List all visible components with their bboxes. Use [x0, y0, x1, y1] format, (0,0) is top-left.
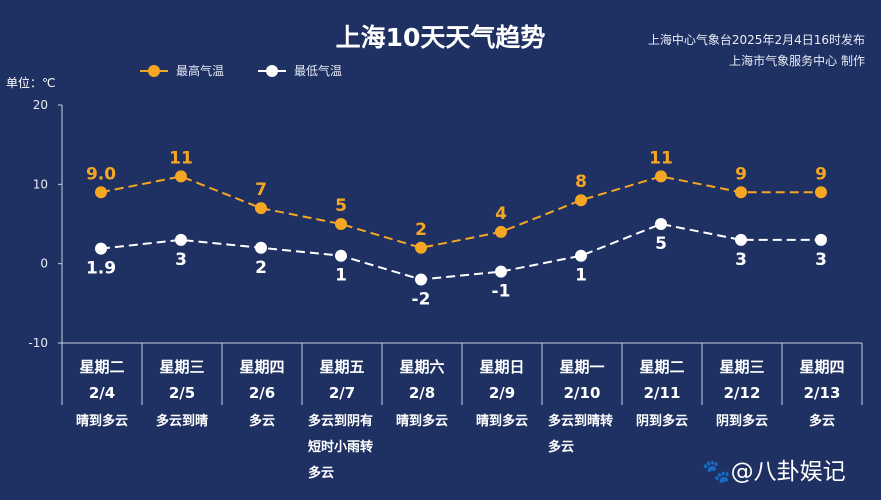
data-point — [815, 233, 827, 246]
date-label: 2/4 — [89, 384, 115, 402]
data-point — [255, 241, 267, 254]
weather-label: 多云 — [548, 439, 574, 455]
series-line-0 — [100, 175, 821, 249]
data-label: -1 — [492, 282, 511, 302]
data-label: 7 — [255, 180, 267, 200]
weekday-label: 星期二 — [639, 358, 684, 376]
chart-title: 上海10天天气趋势 — [335, 23, 546, 52]
weather-label: 多云到晴转 — [548, 413, 613, 429]
data-point — [575, 249, 587, 262]
data-label: 1 — [575, 266, 587, 286]
data-point — [575, 194, 587, 207]
baidu-paw-icon: 🐾 — [702, 459, 731, 485]
weekday-label: 星期六 — [399, 358, 444, 376]
date-label: 2/9 — [489, 384, 515, 402]
weather-label: 多云 — [249, 413, 275, 429]
data-label: 9 — [815, 164, 827, 184]
data-point — [335, 249, 347, 262]
data-point — [735, 233, 747, 246]
weather-label: 多云 — [809, 413, 835, 429]
data-point — [495, 265, 507, 278]
weather-label: 多云 — [308, 465, 334, 481]
date-label: 2/13 — [804, 384, 841, 402]
weekday-label: 星期日 — [479, 358, 524, 376]
weekday-label: 星期四 — [239, 358, 284, 376]
weather-label: 多云到阴有 — [308, 413, 373, 429]
watermark-text: @八卦娱记 — [730, 459, 846, 485]
data-point — [495, 225, 507, 238]
data-point — [415, 273, 427, 286]
source-note: 上海中心气象台2025年2月4日16时发布 上海市气象服务中心 制作 — [648, 30, 865, 72]
data-label: 1.9 — [86, 259, 116, 279]
data-label: 9 — [735, 164, 747, 184]
weather-label: 阴到多云 — [636, 413, 688, 429]
data-label: 2 — [415, 220, 427, 240]
legend-label: 最高气温 — [176, 63, 224, 78]
data-point — [335, 218, 347, 230]
data-point — [95, 186, 107, 199]
y-tick-label: 20 — [33, 98, 48, 112]
weather-label: 短时小雨转 — [308, 439, 373, 455]
weekday-label: 星期三 — [719, 358, 764, 376]
watermark: 🐾@八卦娱记 — [702, 452, 846, 486]
data-label: 8 — [575, 172, 587, 192]
data-point — [95, 242, 107, 255]
data-label: 3 — [175, 250, 187, 270]
date-label: 2/7 — [329, 384, 355, 402]
data-label: 5 — [335, 196, 347, 216]
weather-label: 晴到多云 — [76, 413, 128, 429]
source-line: 上海中心气象台2025年2月4日16时发布 — [647, 33, 865, 47]
data-point — [175, 170, 187, 183]
data-point — [735, 186, 747, 199]
data-label: -2 — [412, 290, 431, 310]
weekday-label: 星期五 — [319, 358, 364, 376]
data-label: 1 — [335, 266, 347, 286]
weather-label: 晴到多云 — [476, 413, 528, 429]
data-point — [255, 202, 267, 215]
data-label: 11 — [169, 148, 193, 168]
weather-label: 多云到晴 — [156, 413, 208, 429]
legend-label: 最低气温 — [294, 63, 342, 78]
data-label: 9.0 — [86, 164, 116, 184]
y-tick-label: -10 — [28, 336, 48, 350]
weather-label: 阴到多云 — [716, 413, 768, 429]
legend-marker — [148, 65, 160, 77]
data-label: 3 — [815, 250, 827, 270]
data-label: 5 — [655, 234, 667, 254]
data-label: 4 — [495, 204, 507, 224]
legend-marker — [266, 65, 278, 77]
y-tick-label: 0 — [40, 257, 48, 271]
data-label: 3 — [735, 250, 747, 270]
series-line-1 — [100, 222, 821, 281]
date-label: 2/8 — [409, 384, 435, 402]
date-label: 2/12 — [724, 384, 761, 402]
data-point — [815, 186, 827, 199]
y-axis-label: 单位：℃ — [6, 76, 56, 90]
date-label: 2/10 — [564, 384, 601, 402]
date-label: 2/5 — [169, 384, 195, 402]
data-label: 2 — [255, 258, 267, 278]
date-label: 2/6 — [249, 384, 275, 402]
data-point — [655, 170, 667, 183]
source-line: 上海市气象服务中心 制作 — [729, 54, 865, 68]
weather-label: 晴到多云 — [396, 413, 448, 429]
weekday-label: 星期一 — [559, 358, 604, 376]
date-label: 2/11 — [644, 384, 681, 402]
weekday-label: 星期四 — [799, 358, 844, 376]
data-point — [655, 218, 667, 230]
y-tick-label: 10 — [33, 177, 48, 191]
data-point — [415, 241, 427, 254]
weekday-label: 星期三 — [159, 358, 204, 376]
weekday-label: 星期二 — [79, 358, 124, 376]
data-point — [175, 233, 187, 246]
data-label: 11 — [649, 148, 673, 168]
